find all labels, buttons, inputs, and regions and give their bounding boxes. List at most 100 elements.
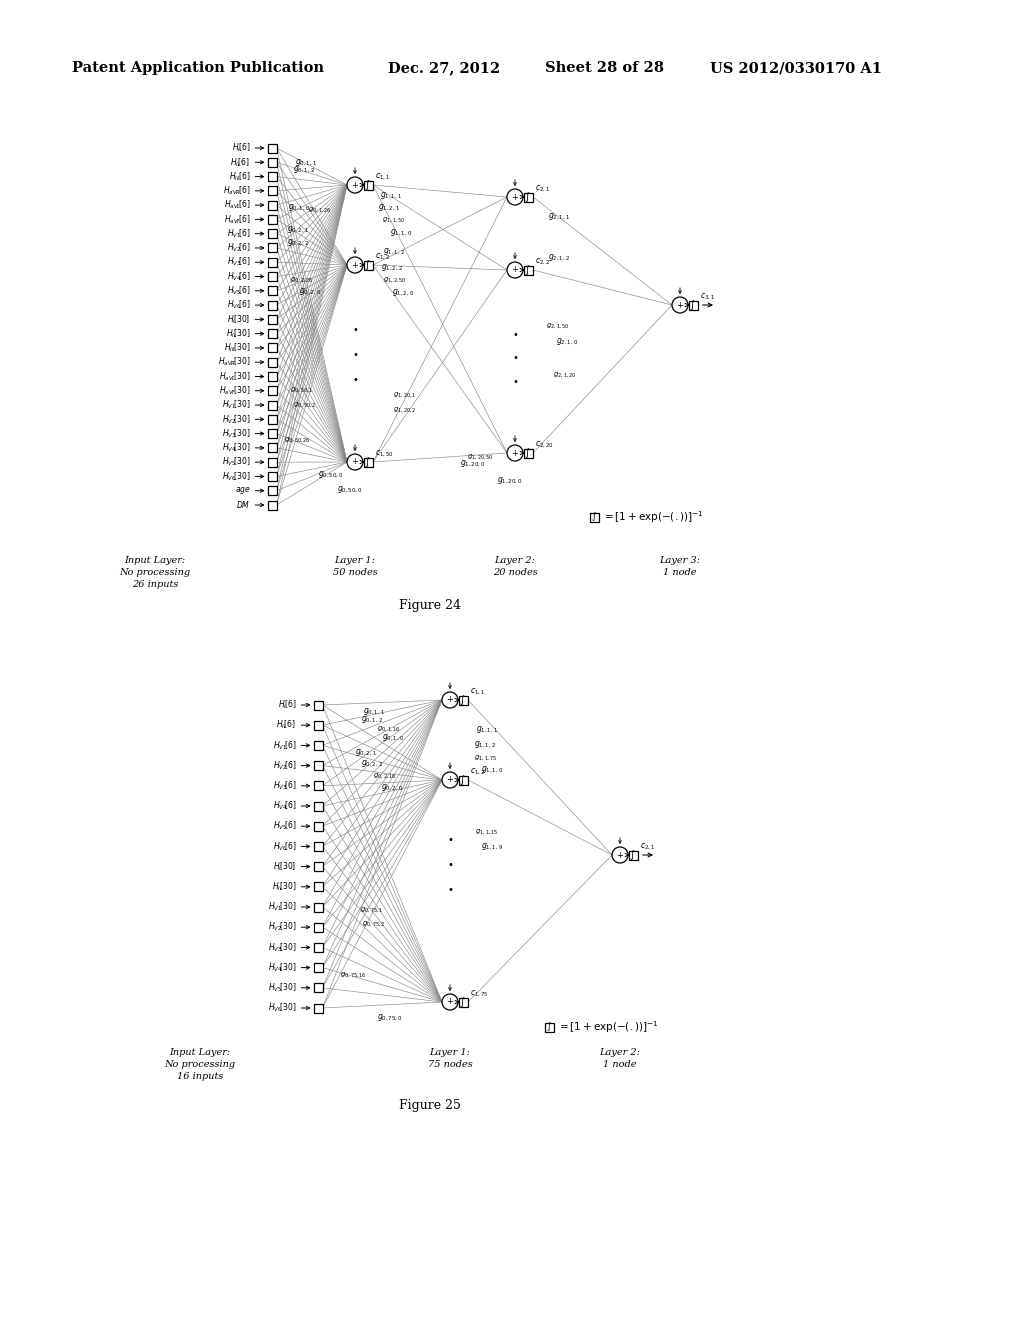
- Bar: [267, 329, 276, 338]
- Text: +: +: [351, 181, 358, 190]
- Text: $g_{0,2,0}$: $g_{0,2,0}$: [299, 286, 322, 297]
- Text: $H_{III}\![6]$: $H_{III}\![6]$: [228, 170, 251, 182]
- Text: $c_{1,50}$: $c_{1,50}$: [375, 449, 394, 459]
- Text: $c_{1,2}$: $c_{1,2}$: [375, 252, 390, 261]
- Bar: [267, 473, 276, 480]
- Text: $g_{2,1,1}$: $g_{2,1,1}$: [548, 211, 570, 222]
- Bar: [629, 850, 638, 859]
- Bar: [267, 315, 276, 323]
- Text: $\!\int$: $\!\int$: [690, 298, 696, 312]
- Circle shape: [672, 297, 688, 313]
- Text: $DM$: $DM$: [237, 499, 251, 511]
- Text: $H_{aVF}\![30]$: $H_{aVF}\![30]$: [219, 384, 251, 397]
- Bar: [364, 260, 373, 269]
- Bar: [267, 172, 276, 181]
- Text: $H_{V5}\![30]$: $H_{V5}\![30]$: [267, 982, 297, 994]
- Text: •: •: [512, 330, 518, 341]
- Bar: [524, 265, 534, 275]
- Text: Dec. 27, 2012: Dec. 27, 2012: [388, 61, 501, 75]
- Bar: [267, 414, 276, 424]
- Bar: [267, 400, 276, 409]
- Text: $H_{aVF}\![6]$: $H_{aVF}\![6]$: [223, 213, 251, 226]
- Text: $g_{2,1,50}$: $g_{2,1,50}$: [546, 322, 569, 330]
- Text: +: +: [512, 449, 518, 458]
- Text: $H_{V3}\![30]$: $H_{V3}\![30]$: [221, 428, 251, 440]
- Bar: [267, 158, 276, 166]
- Bar: [524, 449, 534, 458]
- Text: $c_{1,2}$: $c_{1,2}$: [470, 767, 485, 777]
- Bar: [267, 387, 276, 395]
- Text: Layer 2:: Layer 2:: [495, 556, 536, 565]
- Text: 26 inputs: 26 inputs: [132, 579, 178, 589]
- Text: $g_{0,75,16}$: $g_{0,75,16}$: [340, 970, 367, 979]
- Text: $H_{V4}\![6]$: $H_{V4}\![6]$: [272, 800, 297, 812]
- Bar: [267, 286, 276, 296]
- Bar: [267, 500, 276, 510]
- Bar: [267, 301, 276, 310]
- Text: $c_{2,1}$: $c_{2,1}$: [640, 842, 655, 851]
- Text: $H_{V1}\![30]$: $H_{V1}\![30]$: [267, 900, 297, 913]
- Text: $H_{II}\![6]$: $H_{II}\![6]$: [230, 156, 251, 169]
- Text: $g_{1,20,1}$: $g_{1,20,1}$: [393, 391, 417, 400]
- Bar: [267, 372, 276, 381]
- Text: $g_{1,2,1}$: $g_{1,2,1}$: [378, 202, 400, 214]
- Circle shape: [442, 772, 458, 788]
- Text: Input Layer:: Input Layer:: [125, 556, 185, 565]
- Text: $g_{0,1,0}$: $g_{0,1,0}$: [382, 733, 404, 743]
- Text: •: •: [447, 861, 453, 870]
- Text: $H_{V3}\![30]$: $H_{V3}\![30]$: [267, 941, 297, 953]
- Bar: [313, 903, 323, 912]
- Text: $H_{V4}\![6]$: $H_{V4}\![6]$: [226, 271, 251, 282]
- Text: $g_{1,1,0}$: $g_{1,1,0}$: [481, 764, 503, 775]
- Text: •: •: [352, 350, 358, 360]
- Text: +: +: [677, 301, 683, 309]
- Text: +: +: [616, 850, 624, 859]
- Text: $H_{III}\![30]$: $H_{III}\![30]$: [224, 342, 251, 354]
- Text: $= [1+\exp(-(.))]^{-1}$: $= [1+\exp(-(.))]^{-1}$: [557, 1019, 658, 1035]
- Bar: [267, 429, 276, 438]
- Text: $g_{0,1,0}$: $g_{0,1,0}$: [288, 202, 310, 214]
- Text: Figure 25: Figure 25: [399, 1098, 461, 1111]
- Text: •: •: [447, 884, 453, 895]
- Text: $H_{II}\![6]$: $H_{II}\![6]$: [276, 719, 297, 731]
- Text: $c_{2,1}$: $c_{2,1}$: [535, 183, 550, 194]
- Text: $g_{1,1,15}$: $g_{1,1,15}$: [475, 828, 499, 837]
- Text: $H_{V1}\![30]$: $H_{V1}\![30]$: [221, 399, 251, 412]
- Text: US 2012/0330170 A1: US 2012/0330170 A1: [710, 61, 882, 75]
- Text: $g_{1,1,1}$: $g_{1,1,1}$: [380, 190, 402, 202]
- Text: $\!\int$: $\!\int$: [366, 455, 372, 469]
- Text: $H_{V5}\![6]$: $H_{V5}\![6]$: [226, 285, 251, 297]
- Bar: [267, 243, 276, 252]
- Text: $g_{2,1,20}$: $g_{2,1,20}$: [553, 371, 577, 379]
- Bar: [267, 272, 276, 281]
- Text: $H_{aVR}\![30]$: $H_{aVR}\![30]$: [218, 356, 251, 368]
- Bar: [267, 257, 276, 267]
- Text: $H_{V6}\![30]$: $H_{V6}\![30]$: [221, 470, 251, 483]
- Bar: [313, 762, 323, 770]
- Text: 1 node: 1 node: [603, 1060, 637, 1069]
- Text: $g_{0,1,1}$: $g_{0,1,1}$: [362, 706, 385, 717]
- Bar: [313, 741, 323, 750]
- Bar: [267, 343, 276, 352]
- Text: $\!\int$: $\!\int$: [592, 511, 597, 523]
- Text: 16 inputs: 16 inputs: [177, 1072, 223, 1081]
- Text: +: +: [351, 260, 358, 269]
- Text: $g_{0,2,1}$: $g_{0,2,1}$: [287, 224, 309, 235]
- Circle shape: [347, 257, 362, 273]
- Text: $g_{1,1,1}$: $g_{1,1,1}$: [476, 725, 498, 735]
- Bar: [313, 721, 323, 730]
- Text: $g_{0,50,0}$: $g_{0,50,0}$: [337, 484, 362, 495]
- Text: 50 nodes: 50 nodes: [333, 568, 378, 577]
- Text: +: +: [351, 458, 358, 466]
- Text: $g_{1,2,0}$: $g_{1,2,0}$: [392, 288, 415, 298]
- Text: $g_{0,2,0}$: $g_{0,2,0}$: [381, 783, 403, 793]
- Text: No processing: No processing: [120, 568, 190, 577]
- Text: +: +: [446, 696, 454, 705]
- Bar: [689, 301, 698, 309]
- Text: $H_I\![30]$: $H_I\![30]$: [227, 313, 251, 326]
- Text: $g_{0,1,1}$: $g_{0,1,1}$: [295, 157, 317, 169]
- Text: $g_{0,2,2}$: $g_{0,2,2}$: [361, 759, 383, 770]
- Text: $c_{1,1}$: $c_{1,1}$: [375, 172, 390, 182]
- Text: $H_{V3}\![6]$: $H_{V3}\![6]$: [226, 256, 251, 268]
- Bar: [524, 193, 534, 202]
